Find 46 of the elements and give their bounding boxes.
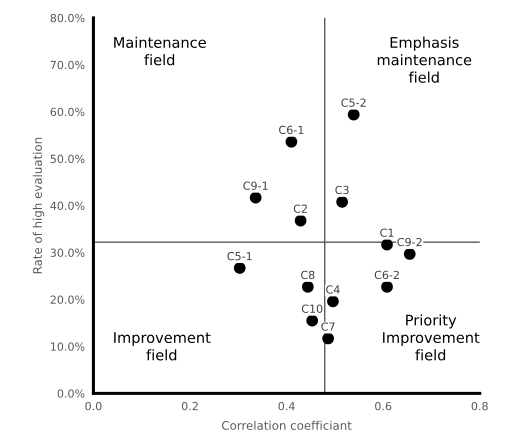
y-tick-label: 60.0% [50, 108, 84, 116]
point [250, 192, 262, 204]
point [327, 296, 339, 308]
x-tick-label: 0.2 [182, 402, 198, 410]
series-label: C5-1 [227, 252, 252, 260]
y-tick-label: 40.0% [50, 202, 84, 210]
series-label: C9-1 [243, 182, 268, 190]
point [381, 280, 393, 293]
y-tick-label: 30.0% [50, 248, 84, 257]
series-label: C10 [302, 304, 322, 313]
point [302, 280, 314, 293]
y-tick-label: 50.0% [50, 154, 84, 164]
annotation: Maintenance field [114, 36, 206, 66]
x-axis-title: Correlation coefficiant [222, 420, 352, 430]
point [306, 314, 318, 326]
point [234, 262, 246, 274]
point [294, 214, 306, 226]
annotation: Improvement field [114, 332, 210, 360]
point [381, 238, 393, 250]
y-tick-label: 10.0% [51, 342, 84, 351]
y-tick-label: 20.0% [50, 295, 84, 304]
point [286, 136, 298, 148]
y-tick-label: 0.0% [58, 389, 84, 398]
series-label: C3 [335, 186, 349, 194]
series-label: C1 [380, 228, 394, 237]
series-label: C5-2 [341, 98, 366, 107]
y-tick-label: 80.0% [50, 14, 84, 22]
series-label: C4 [326, 285, 340, 294]
series-label: C6-2 [374, 270, 399, 280]
x-tick-label: 0.0 [85, 402, 102, 410]
annotation: Priority Improvement field [383, 314, 480, 360]
series-label: C7 [321, 322, 335, 331]
series-label: C9-2 [397, 238, 422, 246]
series-label: C8 [301, 270, 314, 280]
point [404, 248, 416, 260]
x-tick-label: 0.8 [472, 402, 488, 410]
x-tick-label: 0.6 [375, 402, 392, 410]
series-label: C2 [294, 204, 307, 213]
y-axis-title: Rate of high evaluation [32, 138, 44, 274]
point [348, 108, 360, 120]
x-tick-label: 0.4 [278, 402, 295, 410]
y-tick-label: 70.0% [50, 60, 84, 70]
point [322, 332, 334, 344]
point [336, 196, 348, 208]
series-label: C6-1 [279, 126, 304, 134]
annotation: Emphasis maintenance field [378, 36, 472, 83]
